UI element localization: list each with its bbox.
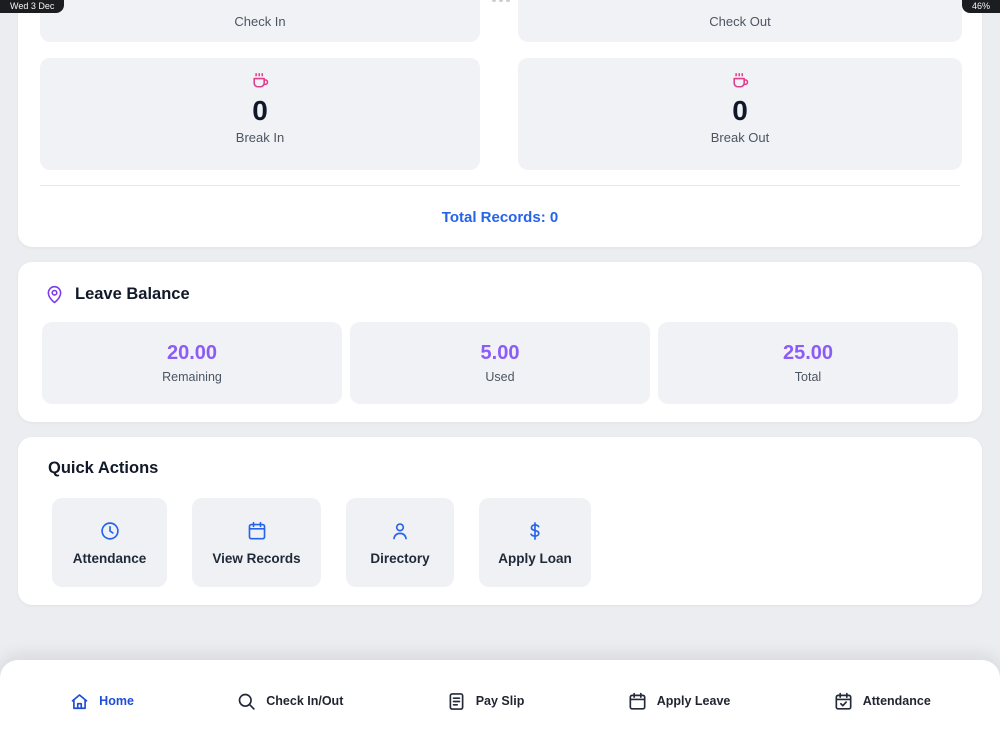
nav-item-check-in-out[interactable]: Check In/Out (236, 691, 343, 712)
nav-item-apply-leave[interactable]: Apply Leave (627, 691, 731, 712)
nav-item-attendance[interactable]: Attendance (833, 691, 931, 712)
leave-remaining-label: Remaining (162, 370, 222, 384)
nav-label: Apply Leave (656, 694, 731, 708)
dollar-icon (524, 520, 546, 542)
quick-action-label: Directory (370, 550, 430, 566)
break-out-value: 0 (732, 95, 748, 126)
quick-actions-row: Attendance View Records Directory (52, 498, 591, 587)
check-out-tile: Check Out (518, 0, 962, 42)
quick-action-apply-loan[interactable]: Apply Loan (479, 498, 591, 587)
calendar-icon (627, 691, 648, 712)
leave-total-tile: 25.00 Total (658, 322, 958, 404)
nav-label: Check In/Out (266, 694, 344, 708)
nav-item-pay-slip[interactable]: Pay Slip (446, 691, 525, 712)
quick-action-label: View Records (212, 550, 301, 566)
break-out-tile: 0 Break Out (518, 58, 962, 170)
leave-balance-title: Leave Balance (75, 285, 190, 303)
quick-action-attendance[interactable]: Attendance (52, 498, 167, 587)
quick-actions-card: Quick Actions Attendance View Records (18, 437, 982, 605)
leave-balance-tiles: 20.00 Remaining 5.00 Used 25.00 Total (42, 322, 958, 404)
break-in-tile: 0 Break In (40, 58, 480, 170)
attendance-summary-card: Check In Check Out 0 Break In (18, 0, 982, 247)
leave-total-value: 25.00 (782, 342, 834, 364)
leave-balance-header: Leave Balance (44, 284, 190, 305)
break-in-label: Break In (235, 130, 285, 145)
total-records-text: Total Records: 0 (441, 209, 559, 226)
document-icon (446, 691, 467, 712)
calendar-icon (246, 520, 268, 542)
nav-label: Pay Slip (475, 694, 525, 708)
quick-action-directory[interactable]: Directory (346, 498, 454, 587)
leave-used-value: 5.00 (480, 342, 520, 364)
quick-action-view-records[interactable]: View Records (192, 498, 321, 587)
leave-remaining-tile: 20.00 Remaining (42, 322, 342, 404)
coffee-cup-icon (730, 71, 751, 92)
leave-balance-card: Leave Balance 20.00 Remaining 5.00 Used … (18, 262, 982, 422)
battery-percent-text: 46% (971, 1, 990, 11)
check-in-tile: Check In (40, 0, 480, 42)
nav-label: Attendance (862, 694, 931, 708)
check-out-label: Check Out (709, 14, 771, 29)
status-bar-date: Wed 3 Dec (0, 0, 65, 13)
leave-used-tile: 5.00 Used (350, 322, 650, 404)
nav-label: Home (99, 694, 134, 708)
summary-divider (40, 185, 960, 186)
check-in-label: Check In (234, 14, 286, 29)
coffee-cup-icon (250, 71, 271, 92)
calendar-check-icon (833, 691, 854, 712)
break-in-value: 0 (252, 95, 268, 126)
status-date-text: Wed 3 Dec (10, 1, 55, 11)
break-out-label: Break Out (710, 130, 770, 145)
leave-remaining-value: 20.00 (166, 342, 218, 364)
ellipsis-icon[interactable] (481, 0, 521, 2)
nav-item-home[interactable]: Home (69, 691, 134, 712)
leave-total-label: Total (794, 370, 822, 384)
clock-icon (99, 520, 121, 542)
home-icon (69, 691, 90, 712)
quick-action-label: Attendance (72, 550, 147, 566)
map-pin-icon (44, 284, 65, 305)
quick-action-label: Apply Loan (498, 550, 572, 566)
status-bar-battery: 46% (961, 0, 1000, 13)
bottom-navigation: Home Check In/Out Pay Slip (0, 660, 1000, 750)
search-icon (236, 691, 257, 712)
leave-used-label: Used (485, 370, 515, 384)
quick-actions-title: Quick Actions (48, 459, 159, 477)
person-icon (389, 520, 411, 542)
